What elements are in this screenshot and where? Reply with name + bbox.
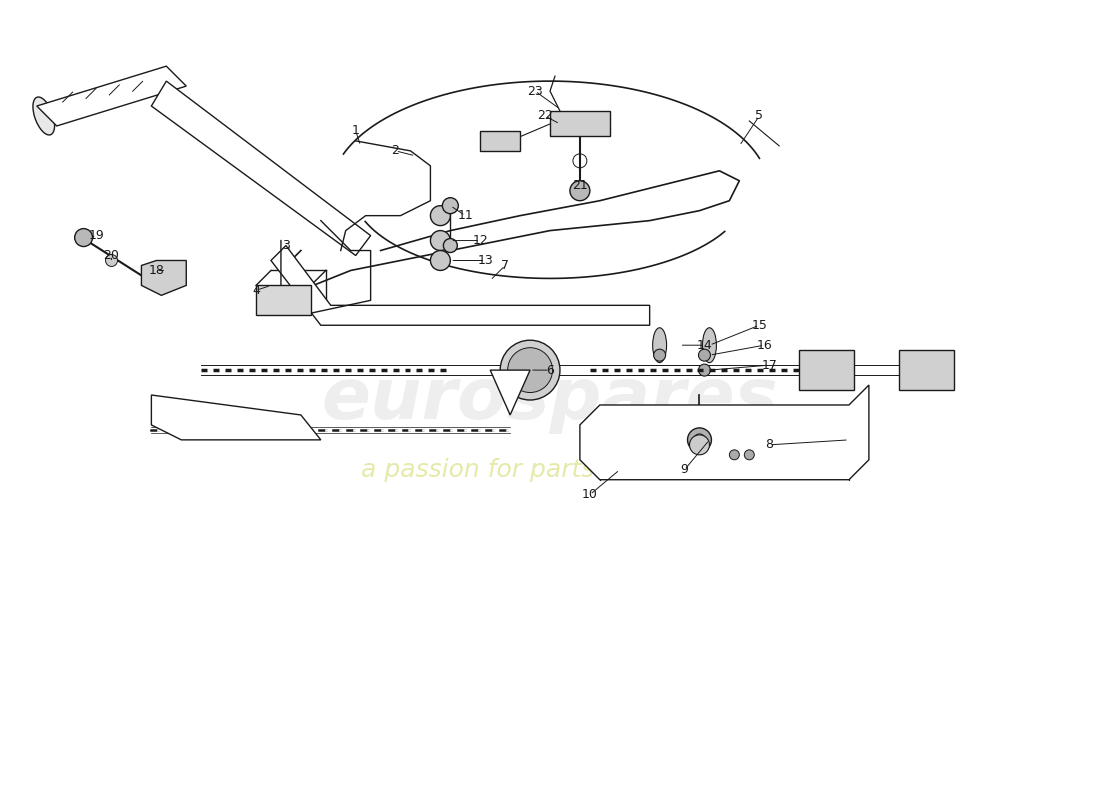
Ellipse shape [652, 328, 667, 362]
Text: 7: 7 [502, 259, 509, 272]
Text: 11: 11 [458, 209, 473, 222]
Circle shape [106, 254, 118, 266]
Text: 9: 9 [681, 463, 689, 476]
Ellipse shape [703, 328, 716, 362]
Text: 3: 3 [282, 239, 290, 252]
Text: 18: 18 [148, 264, 164, 277]
Polygon shape [36, 66, 186, 126]
Text: 16: 16 [757, 338, 772, 352]
Polygon shape [152, 81, 371, 255]
Circle shape [75, 229, 92, 246]
Polygon shape [271, 246, 650, 326]
Circle shape [688, 428, 712, 452]
Text: 23: 23 [527, 85, 543, 98]
Text: 13: 13 [477, 254, 493, 267]
Text: 14: 14 [696, 338, 713, 352]
Polygon shape [580, 385, 869, 480]
Polygon shape [152, 395, 321, 440]
Polygon shape [550, 111, 609, 136]
Text: 17: 17 [761, 358, 778, 372]
Circle shape [690, 435, 710, 455]
Circle shape [430, 250, 450, 270]
Text: 22: 22 [537, 110, 553, 122]
Text: 2: 2 [392, 144, 399, 158]
Ellipse shape [33, 97, 55, 135]
Ellipse shape [500, 340, 560, 400]
Polygon shape [491, 370, 530, 415]
Circle shape [698, 364, 711, 376]
Text: a passion for parts since 1985: a passion for parts since 1985 [361, 458, 739, 482]
Polygon shape [481, 131, 520, 151]
Text: eurospares: eurospares [321, 366, 779, 434]
Text: 15: 15 [751, 318, 767, 332]
Circle shape [570, 181, 590, 201]
Circle shape [443, 238, 458, 253]
Text: 8: 8 [766, 438, 773, 451]
Text: 19: 19 [89, 229, 104, 242]
Circle shape [430, 206, 450, 226]
Circle shape [729, 450, 739, 460]
Text: 1: 1 [352, 125, 360, 138]
Circle shape [698, 349, 711, 361]
Circle shape [745, 450, 755, 460]
Polygon shape [142, 261, 186, 295]
Text: 5: 5 [756, 110, 763, 122]
Circle shape [653, 349, 666, 361]
Ellipse shape [507, 348, 552, 393]
Circle shape [430, 230, 450, 250]
Polygon shape [256, 286, 311, 315]
Circle shape [442, 198, 459, 214]
Polygon shape [899, 350, 954, 390]
Text: 10: 10 [582, 488, 597, 501]
Text: 21: 21 [572, 179, 587, 192]
Text: 12: 12 [472, 234, 488, 247]
Text: 4: 4 [252, 284, 260, 297]
Text: 20: 20 [103, 249, 120, 262]
Text: 6: 6 [546, 364, 554, 377]
Polygon shape [799, 350, 854, 390]
